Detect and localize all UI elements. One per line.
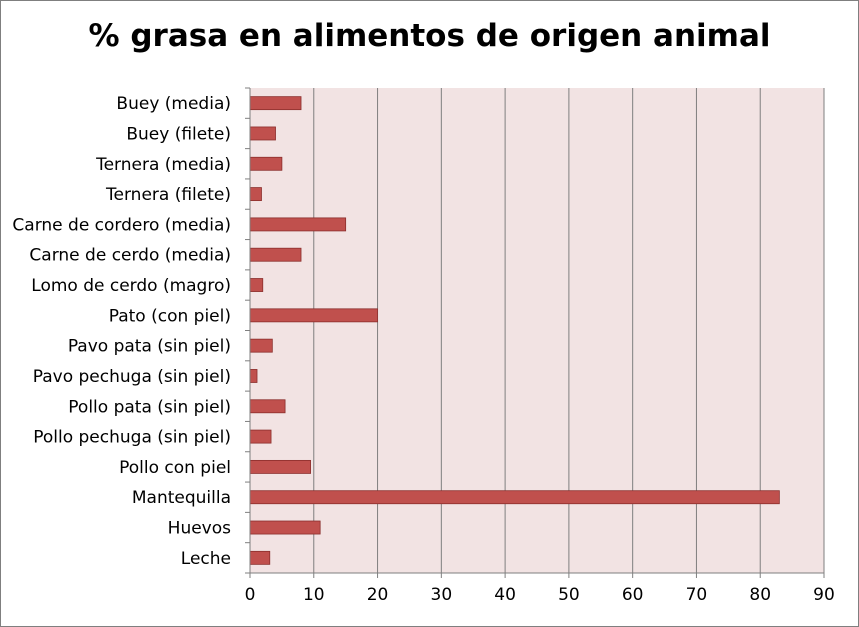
x-tick-label: 30 <box>431 585 453 605</box>
bar <box>249 156 283 171</box>
x-tick-label: 60 <box>622 585 644 605</box>
category-label: Ternera (media) <box>95 155 231 175</box>
category-label: Ternera (filete) <box>105 185 231 205</box>
category-label: Pavo pata (sin piel) <box>68 337 231 357</box>
category-label: Pollo pechuga (sin piel) <box>33 428 231 448</box>
x-tick-label: 10 <box>303 585 325 605</box>
bar <box>249 247 302 262</box>
x-tick-label: 80 <box>749 585 771 605</box>
bar <box>249 399 286 414</box>
bar <box>249 459 311 474</box>
category-label: Pavo pechuga (sin piel) <box>33 367 231 387</box>
category-label: Huevos <box>168 519 231 539</box>
category-label: Lomo de cerdo (magro) <box>31 276 231 296</box>
category-label: Carne de cordero (media) <box>12 215 231 235</box>
bar <box>249 550 271 565</box>
x-tick-label: 40 <box>494 585 516 605</box>
category-label: Pollo pata (sin piel) <box>68 397 231 417</box>
category-label: Leche <box>181 549 231 569</box>
x-tick-labels: 0 10 20 30 40 50 60 70 80 90 <box>245 573 835 605</box>
bar <box>249 490 780 505</box>
chart-title: % grasa en alimentos de origen animal <box>88 18 771 54</box>
category-label: Mantequilla <box>132 488 231 508</box>
x-tick-label: 0 <box>245 585 256 605</box>
bar <box>249 520 321 535</box>
category-labels: Buey (media) Buey (filete) Ternera (media)… <box>12 87 250 574</box>
bar <box>249 187 262 202</box>
bar <box>249 369 258 383</box>
bar <box>249 126 276 141</box>
x-tick-label: 70 <box>686 585 708 605</box>
category-label: Pato (con piel) <box>109 306 231 326</box>
bar <box>249 278 264 292</box>
bar <box>249 429 272 444</box>
bar <box>249 217 347 232</box>
bar <box>249 308 378 323</box>
category-label: Buey (filete) <box>126 124 231 144</box>
x-tick-label: 20 <box>367 585 389 605</box>
category-label: Pollo con piel <box>119 458 231 478</box>
bar <box>249 338 273 353</box>
x-tick-label: 90 <box>813 585 835 605</box>
bars <box>249 96 780 565</box>
x-tick-label: 50 <box>558 585 580 605</box>
bar <box>249 96 302 111</box>
category-label: Buey (media) <box>116 94 231 114</box>
category-label: Carne de cerdo (media) <box>29 246 231 266</box>
